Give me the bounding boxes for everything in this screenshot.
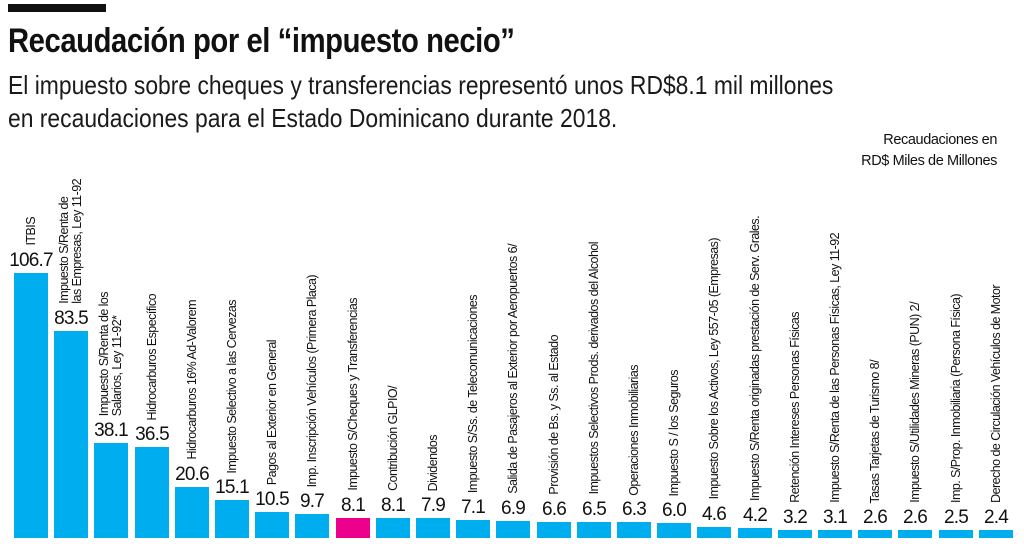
category-label: Impuesto S / los Seguros bbox=[666, 369, 681, 497]
category-label-wrap: Imp. Inscripción Vehículos (Primera Plac… bbox=[289, 275, 335, 487]
category-label: Impuesto S/Ss. de Telecomunicaciones bbox=[465, 295, 480, 494]
bar bbox=[898, 530, 932, 538]
bar bbox=[416, 518, 450, 538]
category-label: Impuesto S/Utilidades Mineras (PUN) 2/ bbox=[907, 302, 922, 503]
bar bbox=[697, 526, 731, 538]
category-label-wrap: Impuesto S/Renta de las Empresas, Ley 11… bbox=[48, 179, 94, 304]
value-label: 4.6 bbox=[701, 503, 727, 525]
value-label: 83.5 bbox=[54, 307, 89, 329]
bar bbox=[979, 530, 1013, 538]
value-label: 3.2 bbox=[782, 507, 808, 528]
category-label: Hidrocarburos 16% Ad-Valorem bbox=[184, 300, 199, 460]
category-label: Provisión de Bs. y Ss. al Estado bbox=[546, 335, 561, 495]
category-label-wrap: Salida de Pasajeros al Exterior por Aero… bbox=[490, 244, 536, 494]
bar bbox=[135, 447, 169, 538]
category-label: Hidrocarburos Específico bbox=[144, 293, 159, 421]
bar bbox=[738, 527, 772, 538]
value-label: 10.5 bbox=[255, 488, 290, 510]
category-label: Retención Intereses Personas Físicas bbox=[787, 312, 802, 503]
bar bbox=[858, 530, 892, 538]
category-label: Tasas Tarjetas de Turismo 8/ bbox=[867, 359, 882, 503]
value-label: 6.0 bbox=[661, 500, 687, 522]
category-label-wrap: Impuesto S/Renta de los Salarios, Ley 11… bbox=[88, 292, 134, 416]
category-label: Imp. Inscripción Vehículos (Primera Plac… bbox=[304, 274, 319, 487]
chart-title: Recaudación por el “impuesto necio” bbox=[8, 22, 515, 60]
bar bbox=[255, 511, 289, 538]
value-label: 15.1 bbox=[215, 477, 250, 499]
category-label-wrap: Derecho de Circulación Vehículos de Moto… bbox=[973, 285, 1019, 503]
bar bbox=[14, 273, 48, 538]
value-label: 2.6 bbox=[862, 507, 888, 528]
category-label: Impuesto S/Renta de las Personas Físicas… bbox=[827, 233, 842, 503]
bar bbox=[617, 522, 651, 538]
value-label: 9.7 bbox=[299, 490, 325, 512]
bar bbox=[657, 523, 691, 538]
value-label: 7.9 bbox=[420, 495, 446, 517]
bar bbox=[215, 500, 249, 538]
bar bbox=[54, 330, 88, 538]
bar bbox=[336, 517, 370, 538]
value-label: 6.6 bbox=[541, 498, 567, 520]
category-label: Impuesto S/Renta originadas prestación d… bbox=[747, 215, 762, 501]
bar bbox=[295, 513, 329, 538]
bar bbox=[175, 486, 209, 538]
category-label: Derecho de Circulación Vehículos de Moto… bbox=[988, 285, 1003, 503]
value-label: 36.5 bbox=[135, 424, 170, 446]
bar bbox=[94, 443, 128, 538]
units-line1: Recaudaciones en bbox=[883, 132, 997, 148]
value-label: 6.3 bbox=[621, 499, 647, 521]
category-label: ITBIS bbox=[23, 217, 38, 246]
category-label: Impuesto Sobre los Activos, Ley 557-05 (… bbox=[706, 238, 721, 500]
category-label: Pagos al Exterior en General bbox=[264, 339, 279, 485]
category-label: Contribución GLPIO/ bbox=[385, 386, 400, 491]
category-label: Imp. S/Prop. Inmobiliaria (Persona Físic… bbox=[948, 294, 963, 503]
units-line2: RD$ Miles de Millones bbox=[861, 153, 997, 169]
category-label: Impuesto Selectivo a las Cervezas bbox=[224, 299, 239, 474]
chart-subtitle-line1: El impuesto sobre cheques y transferenci… bbox=[8, 70, 834, 100]
category-label: Impuesto S/Renta de las Empresas, Ley 11… bbox=[57, 178, 84, 304]
value-label: 2.6 bbox=[902, 507, 928, 528]
bar bbox=[376, 517, 410, 538]
value-label: 106.7 bbox=[9, 250, 53, 271]
value-label: 2.4 bbox=[983, 507, 1009, 528]
value-label: 8.1 bbox=[340, 494, 366, 516]
category-label: Impuesto S/Renta de los Salarios, Ley 11… bbox=[97, 292, 124, 417]
bar bbox=[577, 521, 611, 538]
header-rule bbox=[8, 4, 106, 12]
bar bbox=[456, 520, 490, 538]
category-label: Dividendos bbox=[425, 435, 440, 492]
value-label: 6.9 bbox=[500, 497, 526, 519]
bar bbox=[496, 520, 530, 538]
bar bbox=[778, 530, 812, 538]
bar bbox=[939, 530, 973, 538]
value-label: 38.1 bbox=[94, 420, 129, 442]
category-label-wrap: Impuesto S/Utilidades Mineras (PUN) 2/ bbox=[892, 302, 938, 503]
category-label-wrap: Impuesto Sobre los Activos, Ley 557-05 (… bbox=[691, 238, 737, 499]
value-label: 6.5 bbox=[581, 498, 607, 520]
value-label: 2.5 bbox=[943, 507, 969, 528]
value-label: 4.2 bbox=[742, 504, 768, 526]
value-label: 20.6 bbox=[175, 463, 210, 485]
category-label: Impuesto S/Cheques y Transferencias bbox=[345, 298, 360, 491]
value-label: 8.1 bbox=[380, 494, 406, 516]
value-label: 3.1 bbox=[822, 507, 848, 528]
category-label: Salida de Pasajeros al Exterior por Aero… bbox=[505, 244, 520, 494]
bar bbox=[537, 521, 571, 538]
value-label: 7.1 bbox=[460, 497, 486, 519]
chart-subtitle-line2: en recaudaciones para el Estado Dominica… bbox=[8, 103, 618, 133]
bar bbox=[818, 530, 852, 538]
units-note: Recaudaciones en RD$ Miles de Millones bbox=[861, 130, 997, 172]
category-label: Impuestos Selectivos Prods. derivados de… bbox=[586, 242, 601, 495]
category-label: Operaciones Inmobiliarias bbox=[626, 364, 641, 496]
